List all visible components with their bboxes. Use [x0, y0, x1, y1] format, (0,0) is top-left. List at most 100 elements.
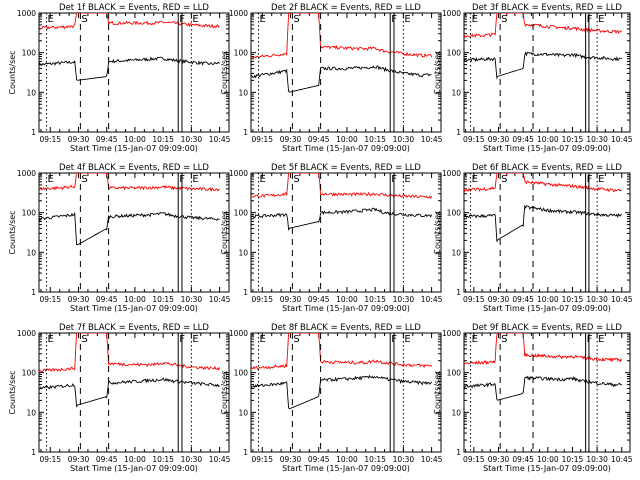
y-tick-label: 1000	[229, 329, 248, 338]
x-tick-label: 09:30	[280, 295, 302, 304]
series-line-events	[464, 375, 623, 401]
x-axis-label: Start Time (15-Jan-07 09:09:00)	[70, 464, 198, 473]
y-tick-label: 100	[234, 49, 249, 58]
x-tick-label: 09:45	[96, 135, 118, 144]
marker-label: E	[260, 14, 266, 25]
x-tick-label: 09:30	[68, 455, 90, 464]
x-tick-label: 10:45	[421, 455, 443, 464]
series-line-lld	[39, 13, 220, 30]
x-tick-label: 10:00	[537, 135, 559, 144]
x-tick-label: 10:00	[336, 455, 358, 464]
y-tick-label: 10	[451, 88, 461, 97]
marker-label: E	[472, 174, 478, 185]
x-tick-label: 09:15	[463, 455, 485, 464]
x-axis-label: Start Time (15-Jan-07 09:09:00)	[483, 304, 611, 313]
plot-frame	[38, 172, 230, 293]
y-axis-label: Counts/sec	[433, 50, 442, 94]
x-tick-label: 10:45	[611, 295, 633, 304]
series-line-lld	[464, 13, 622, 38]
marker-label: E	[48, 334, 54, 345]
chart-title: Det 2f BLACK = Events, RED = LLD	[271, 3, 421, 13]
panel-det-9: Det 9f BLACK = Events, RED = LLD 1 10 100 10…	[433, 323, 633, 473]
y-tick-label: 1	[31, 128, 36, 137]
y-tick-label: 1	[31, 448, 36, 457]
x-axis-label: Start Time (15-Jan-07 09:09:00)	[70, 144, 198, 153]
chart-title: Det 6f BLACK = Events, RED = LLD	[472, 163, 622, 173]
x-tick-label: 10:30	[586, 135, 608, 144]
y-axis-label: Counts/sec	[8, 50, 17, 94]
x-tick-label: 09:45	[308, 135, 330, 144]
series-line-lld	[251, 13, 433, 59]
series-line-lld	[39, 333, 221, 373]
y-tick-label: 10	[238, 408, 248, 417]
x-tick-label: 10:30	[181, 135, 203, 144]
marker-label: E	[472, 334, 478, 345]
marker-label: S	[293, 334, 299, 345]
marker-label: E	[404, 14, 410, 25]
marker-label: E	[598, 174, 604, 185]
x-tick-label: 10:45	[209, 455, 231, 464]
marker-label: F	[587, 174, 593, 185]
y-tick-label: 100	[234, 369, 249, 378]
marker-label: S	[81, 334, 87, 345]
y-tick-label: 1000	[229, 169, 248, 178]
y-tick-label: 10	[26, 248, 36, 257]
series-line-events	[251, 65, 432, 93]
x-tick-label: 10:15	[152, 295, 174, 304]
plot-frame	[250, 332, 442, 453]
series-line-events	[39, 377, 220, 408]
y-tick-label: 1	[456, 448, 461, 457]
marker-label: E	[472, 14, 478, 25]
y-tick-label: 1000	[17, 329, 36, 338]
plot-frame	[38, 12, 230, 133]
x-tick-label: 10:00	[124, 295, 146, 304]
plot-frame	[38, 332, 230, 453]
x-tick-label: 09:45	[96, 295, 118, 304]
y-tick-label: 100	[447, 49, 462, 58]
x-tick-label: 10:15	[152, 455, 174, 464]
marker-label: S	[501, 14, 507, 25]
x-tick-label: 10:45	[611, 455, 633, 464]
panel-det-3: Det 3f BLACK = Events, RED = LLD 1 10 100 10…	[433, 3, 633, 153]
x-tick-label: 10:45	[421, 295, 443, 304]
x-tick-label: 10:00	[124, 135, 146, 144]
y-tick-label: 1	[456, 128, 461, 137]
x-tick-label: 10:30	[181, 455, 203, 464]
x-tick-label: 09:15	[39, 295, 61, 304]
x-axis-label: Start Time (15-Jan-07 09:09:00)	[282, 144, 410, 153]
y-tick-label: 1000	[229, 9, 248, 18]
marker-label: E	[404, 334, 410, 345]
marker-label: E	[598, 334, 604, 345]
x-tick-label: 10:15	[364, 455, 386, 464]
plot-frame	[250, 12, 442, 133]
panel-det-7: Det 7f BLACK = Events, RED = LLD 1 10 100 10…	[8, 323, 231, 473]
x-tick-label: 10:45	[209, 295, 231, 304]
marker-label: E	[260, 334, 266, 345]
x-tick-label: 09:45	[512, 135, 534, 144]
x-tick-label: 10:30	[181, 295, 203, 304]
y-tick-label: 1000	[442, 169, 461, 178]
marker-label: E	[192, 174, 198, 185]
x-tick-label: 09:15	[39, 135, 61, 144]
y-tick-label: 100	[447, 209, 462, 218]
x-axis-label: Start Time (15-Jan-07 09:09:00)	[282, 464, 410, 473]
y-tick-label: 10	[238, 248, 248, 257]
marker-label: E	[260, 174, 266, 185]
x-tick-label: 10:00	[537, 295, 559, 304]
marker-label: S	[501, 334, 507, 345]
y-tick-label: 100	[234, 209, 249, 218]
x-tick-label: 09:45	[512, 295, 534, 304]
x-tick-label: 10:00	[336, 295, 358, 304]
y-tick-label: 100	[22, 209, 37, 218]
x-tick-label: 09:45	[308, 295, 330, 304]
marker-label: E	[598, 14, 604, 25]
chart-title: Det 8f BLACK = Events, RED = LLD	[271, 323, 421, 333]
y-axis-label: Counts/sec	[220, 50, 229, 94]
x-tick-label: 09:15	[251, 455, 273, 464]
x-tick-label: 10:15	[562, 455, 584, 464]
marker-label: E	[48, 14, 54, 25]
y-tick-label: 100	[22, 49, 37, 58]
x-tick-label: 09:15	[251, 295, 273, 304]
y-tick-label: 1	[31, 288, 36, 297]
